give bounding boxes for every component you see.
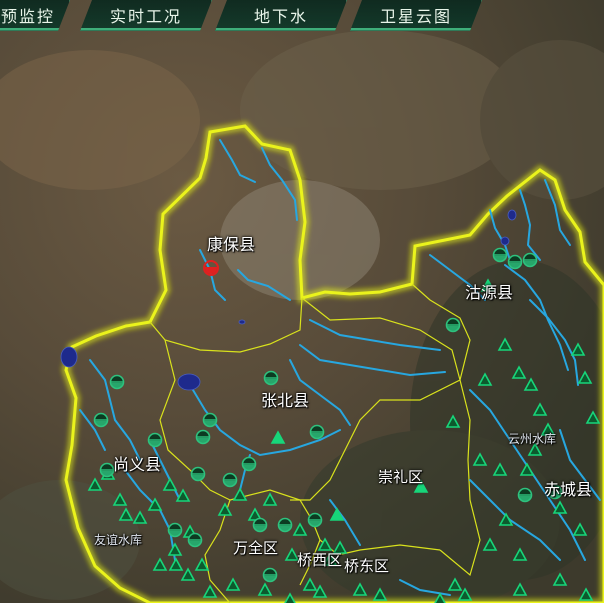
tab-realtime-conditions[interactable]: 实时工况 bbox=[80, 0, 212, 31]
top-nav-tabs: 预监控 实时工况 地下水 卫星云图 bbox=[0, 0, 604, 34]
rainfall-station-icon[interactable] bbox=[445, 414, 461, 428]
rainfall-station-icon[interactable] bbox=[512, 547, 528, 561]
rainfall-station-icon[interactable] bbox=[270, 430, 286, 444]
rainfall-station-icon[interactable] bbox=[519, 462, 535, 476]
rainfall-station-icon[interactable] bbox=[118, 507, 134, 521]
rainfall-station-icon[interactable] bbox=[284, 592, 296, 603]
rainfall-station-icon[interactable] bbox=[225, 577, 241, 591]
rainfall-station-icon[interactable] bbox=[523, 377, 539, 391]
rainfall-station-icon[interactable] bbox=[512, 582, 528, 596]
rainfall-station-icon[interactable] bbox=[480, 278, 496, 292]
county-boundaries bbox=[149, 283, 481, 603]
water-level-station-icon[interactable] bbox=[517, 487, 533, 503]
rainfall-station-icon[interactable] bbox=[284, 547, 300, 561]
rainfall-station-icon[interactable] bbox=[540, 422, 556, 436]
tab-satellite-cloud[interactable]: 卫星云图 bbox=[350, 0, 482, 31]
alert-station-icon[interactable] bbox=[203, 260, 219, 276]
water-level-station-icon[interactable] bbox=[262, 567, 278, 583]
rainfall-station-icon[interactable] bbox=[570, 342, 586, 356]
water-level-station-icon[interactable] bbox=[522, 252, 538, 268]
rainfall-station-icon[interactable] bbox=[552, 500, 568, 514]
rainfall-station-icon[interactable] bbox=[292, 522, 308, 536]
rainfall-station-icon[interactable] bbox=[497, 337, 513, 351]
region-boundary-line bbox=[64, 124, 604, 603]
water-level-station-icon[interactable] bbox=[109, 374, 125, 390]
water-level-station-icon[interactable] bbox=[309, 424, 325, 440]
water-level-station-icon[interactable] bbox=[277, 517, 293, 533]
water-level-station-icon[interactable] bbox=[222, 472, 238, 488]
water-level-station-icon[interactable] bbox=[307, 512, 323, 528]
rainfall-station-icon[interactable] bbox=[329, 507, 345, 521]
rainfall-station-icon[interactable] bbox=[457, 587, 473, 601]
rainfall-station-icon[interactable] bbox=[217, 502, 233, 516]
water-level-station-icon[interactable] bbox=[547, 484, 563, 500]
water-level-station-icon[interactable] bbox=[507, 254, 523, 270]
rainfall-station-icon[interactable] bbox=[112, 492, 128, 506]
rainfall-station-icon[interactable] bbox=[577, 370, 593, 384]
water-level-station-icon[interactable] bbox=[147, 432, 163, 448]
rainfall-station-icon[interactable] bbox=[477, 372, 493, 386]
water-level-station-icon[interactable] bbox=[241, 456, 257, 472]
rainfall-station-icon[interactable] bbox=[175, 488, 191, 502]
rainfall-station-icon[interactable] bbox=[87, 477, 103, 491]
rainfall-station-icon[interactable] bbox=[578, 587, 594, 601]
water-level-station-icon[interactable] bbox=[93, 412, 109, 428]
rainfall-station-icon[interactable] bbox=[527, 442, 543, 456]
rainfall-station-icon[interactable] bbox=[552, 572, 568, 586]
water-level-station-icon[interactable] bbox=[187, 532, 203, 548]
rainfall-station-icon[interactable] bbox=[572, 522, 588, 536]
rainfall-stations[interactable] bbox=[87, 278, 601, 603]
water-level-station-icon[interactable] bbox=[492, 247, 508, 263]
rainfall-station-icon[interactable] bbox=[492, 462, 508, 476]
rainfall-station-icon[interactable] bbox=[585, 410, 601, 424]
water-level-station-icon[interactable] bbox=[252, 517, 268, 533]
lakes bbox=[60, 209, 517, 391]
rainfall-station-icon[interactable] bbox=[532, 402, 548, 416]
rainfall-station-icon[interactable] bbox=[132, 510, 148, 524]
rainfall-station-icon[interactable] bbox=[447, 577, 463, 591]
rainfall-station-icon[interactable] bbox=[332, 540, 348, 554]
rainfall-station-icon[interactable] bbox=[180, 567, 196, 581]
rainfall-station-icon[interactable] bbox=[498, 512, 514, 526]
rainfall-station-icon[interactable] bbox=[434, 592, 446, 603]
rainfall-station-icon[interactable] bbox=[152, 557, 168, 571]
rainfall-station-icon[interactable] bbox=[372, 587, 388, 601]
rainfall-station-icon[interactable] bbox=[302, 577, 318, 591]
rainfall-station-icon[interactable] bbox=[202, 584, 218, 598]
rainfall-station-icon[interactable] bbox=[413, 479, 429, 493]
rainfall-station-icon[interactable] bbox=[352, 582, 368, 596]
tab-groundwater[interactable]: 地下水 bbox=[215, 0, 347, 31]
rainfall-station-icon[interactable] bbox=[147, 497, 163, 511]
rainfall-station-icon[interactable] bbox=[312, 584, 328, 598]
water-level-station-icon[interactable] bbox=[202, 412, 218, 428]
rainfall-station-icon[interactable] bbox=[482, 537, 498, 551]
water-level-station-icon[interactable] bbox=[167, 522, 183, 538]
water-level-station-icon[interactable] bbox=[99, 462, 115, 478]
rainfall-station-icon[interactable] bbox=[511, 365, 527, 379]
rainfall-station-icon[interactable] bbox=[232, 487, 248, 501]
water-level-station-icon[interactable] bbox=[190, 466, 206, 482]
rainfall-station-icon[interactable] bbox=[322, 552, 338, 566]
rainfall-station-icon[interactable] bbox=[168, 557, 184, 571]
rainfall-station-icon[interactable] bbox=[317, 537, 333, 551]
rainfall-station-icon[interactable] bbox=[262, 492, 278, 506]
rainfall-station-icon[interactable] bbox=[162, 477, 178, 491]
rainfall-station-icon[interactable] bbox=[194, 557, 210, 571]
terrain-patches bbox=[0, 30, 604, 603]
water-level-stations[interactable] bbox=[93, 247, 563, 583]
water-level-station-icon[interactable] bbox=[195, 429, 211, 445]
rainfall-station-icon[interactable] bbox=[167, 542, 183, 556]
tab-monitoring[interactable]: 预监控 bbox=[0, 0, 70, 31]
rainfall-station-icon[interactable] bbox=[257, 582, 273, 596]
water-level-station-icon[interactable] bbox=[263, 370, 279, 386]
rainfall-station-icon[interactable] bbox=[472, 452, 488, 466]
water-level-station-icon[interactable] bbox=[445, 317, 461, 333]
